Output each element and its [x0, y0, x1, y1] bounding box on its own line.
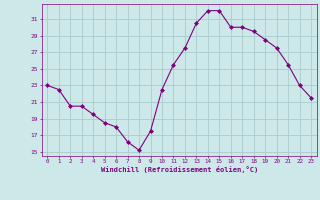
X-axis label: Windchill (Refroidissement éolien,°C): Windchill (Refroidissement éolien,°C)	[100, 166, 258, 173]
